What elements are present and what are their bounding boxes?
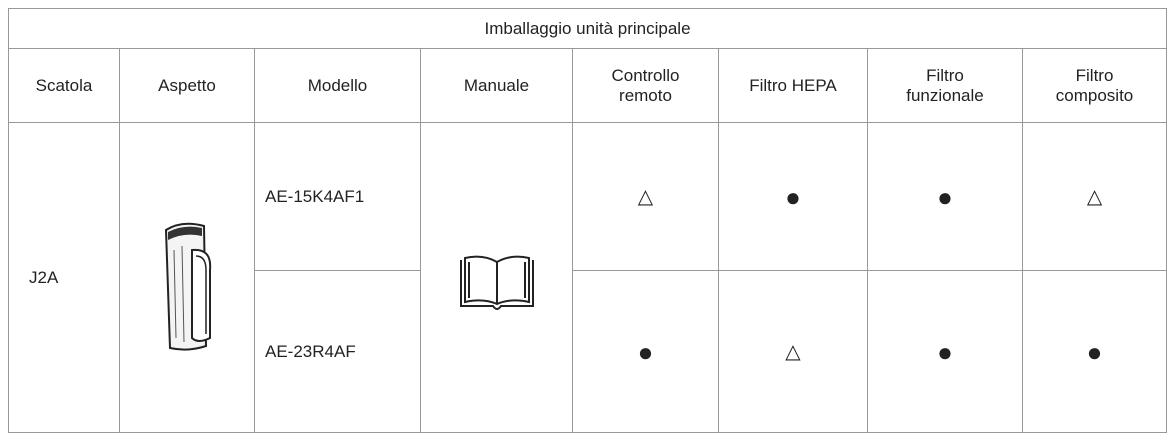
manual-icon [459,255,534,310]
header-cell: Manuale [420,48,573,123]
header-cell: Aspetto [119,48,255,123]
header-cell: Filtro funzionale [867,48,1023,123]
mark-cell: ● [572,270,719,433]
appearance-cell [119,122,255,433]
mark-cell: ● [1021,270,1167,433]
mark-cell: △ [572,122,719,271]
model-cell: AE-15K4AF1 [254,122,421,271]
mark-cell: ● [718,122,868,271]
mark-cell: ● [867,270,1023,433]
header-cell: Modello [254,48,421,123]
header-cell: Scatola [8,48,120,123]
table-title: Imballaggio unità principale [7,8,1167,49]
model-cell: AE-23R4AF [254,270,421,433]
header-cell: Filtro HEPA [718,48,868,123]
header-cell: Filtro composito [1021,48,1167,123]
box-cell: J2A [8,122,120,433]
packing-table: Imballaggio unità principale Scatola Asp… [7,8,1167,433]
header-cell: Controllo remoto [572,48,719,123]
mark-cell: △ [1021,122,1167,271]
mark-cell: △ [718,270,868,433]
mark-cell: ● [867,122,1023,271]
purifier-icon [164,222,212,351]
manual-cell [420,122,573,433]
